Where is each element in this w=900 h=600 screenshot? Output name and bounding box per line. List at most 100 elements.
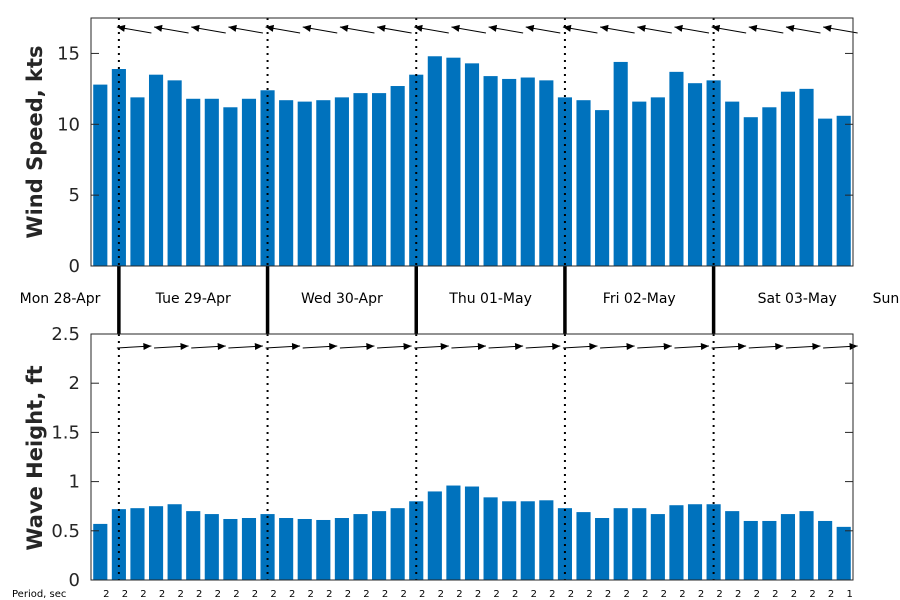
wave-arrow-head <box>514 342 524 350</box>
wave-bar <box>204 514 219 580</box>
period-value: 2 <box>754 589 760 600</box>
period-value: 2 <box>493 589 499 600</box>
wind-bar <box>111 69 126 266</box>
period-value: 2 <box>400 589 406 600</box>
period-value: 2 <box>642 589 648 600</box>
period-value: 2 <box>735 589 741 600</box>
period-value: 2 <box>531 589 537 600</box>
wave-bar <box>464 486 480 580</box>
wave-bar <box>780 514 796 580</box>
wave-tick-label: 1.5 <box>51 422 80 443</box>
wave-arrow-head <box>737 342 747 350</box>
period-value: 2 <box>828 589 834 600</box>
day-label: Sat 03-May <box>758 291 837 307</box>
wind-bar <box>799 88 814 266</box>
wave-height-bars <box>93 485 851 580</box>
wind-speed-bars <box>93 56 851 267</box>
day-label: Sun <box>873 291 900 307</box>
wind-bar <box>464 63 480 266</box>
wave-arrow-head <box>180 342 189 350</box>
wind-bar <box>539 80 554 267</box>
wave-tick-label: 2 <box>69 373 80 394</box>
wind-bar <box>93 84 108 266</box>
day-label: Fri 02-May <box>603 291 676 307</box>
period-value: 2 <box>623 589 629 600</box>
period-value: 2 <box>568 589 574 600</box>
period-value: 2 <box>661 589 667 600</box>
wave-bar <box>186 511 201 580</box>
wave-bar <box>613 508 628 580</box>
wind-tick-label: 15 <box>57 43 80 64</box>
period-value: 2 <box>252 589 258 600</box>
period-value: 2 <box>289 589 295 600</box>
wave-bar <box>353 514 368 580</box>
wave-arrow-head <box>291 342 301 350</box>
wave-arrow-head <box>329 342 338 350</box>
wind-plot-frame <box>90 17 854 267</box>
wind-bar <box>427 56 442 267</box>
wind-arrow-head <box>451 24 460 32</box>
wind-arrow-head <box>674 24 683 32</box>
wind-arrow-head <box>785 24 795 32</box>
period-value: 2 <box>605 589 611 600</box>
wind-bar <box>186 98 201 266</box>
wind-bar <box>669 71 684 266</box>
wind-arrow-head <box>339 24 349 32</box>
wave-bar <box>706 504 721 580</box>
wind-bar <box>297 101 312 267</box>
period-value: 2 <box>270 589 276 600</box>
wave-plot-frame <box>90 333 854 581</box>
wave-direction-arrows <box>116 342 858 350</box>
axes: 0 5 10 15 0 0.5 1 1.5 2 2.5 <box>51 17 854 591</box>
wave-bar <box>316 519 331 580</box>
wind-arrow-head <box>488 24 498 32</box>
wave-bar <box>725 511 740 580</box>
wind-tick-label: 10 <box>57 114 80 135</box>
wind-bar <box>390 86 405 266</box>
wave-bar <box>260 514 275 580</box>
period-value: 2 <box>345 589 351 600</box>
wave-bar <box>632 508 647 580</box>
period-value: 2 <box>215 589 221 600</box>
wave-arrow-head <box>589 342 598 350</box>
wind-bar <box>725 101 740 267</box>
period-value: 2 <box>586 589 592 600</box>
wave-bar <box>595 518 610 580</box>
wave-arrow-head <box>663 342 672 350</box>
wind-bar <box>576 100 591 267</box>
wind-tick-label: 0 <box>69 256 80 277</box>
wind-bar <box>613 61 628 266</box>
wind-bar <box>557 97 572 266</box>
wave-arrow-head <box>143 342 152 350</box>
wave-tick-label: 1 <box>69 472 80 493</box>
period-value: 2 <box>308 589 314 600</box>
wave-tick-label: 2.5 <box>51 324 80 345</box>
wind-arrow-head <box>637 24 646 32</box>
period-value: 2 <box>177 589 183 600</box>
wave-arrow-head <box>217 342 226 350</box>
period-row: Period, sec 2 2 2 2 2 2 2 2 2 2 2 2 2 2 2 2 2 2 2 2 2 2 2 2 2 2 2 2… <box>12 589 853 600</box>
wind-bar <box>502 78 517 267</box>
wave-bar <box>130 508 145 580</box>
wind-direction-arrows <box>116 24 858 34</box>
wind-bar <box>650 97 665 266</box>
wind-bar <box>241 98 257 266</box>
wind-bar <box>167 80 182 267</box>
wave-arrow-head <box>626 342 635 350</box>
wave-bar <box>93 523 108 580</box>
wind-arrow-head <box>228 24 237 32</box>
wave-bar <box>743 520 758 580</box>
wave-arrow-head <box>366 342 375 350</box>
wave-bar <box>836 526 851 580</box>
period-value: 2 <box>140 589 146 600</box>
period-value: 2 <box>382 589 388 600</box>
period-value: 2 <box>772 589 778 600</box>
wave-bar <box>167 504 182 580</box>
wave-tick-label: 0 <box>69 570 80 591</box>
wave-height-axis-label: Wave Height, ft <box>23 365 47 550</box>
wave-bar <box>148 506 164 580</box>
wave-bar <box>818 520 833 580</box>
wind-arrow-head <box>823 24 832 32</box>
wave-bar <box>372 511 387 580</box>
wind-bar <box>595 110 610 266</box>
